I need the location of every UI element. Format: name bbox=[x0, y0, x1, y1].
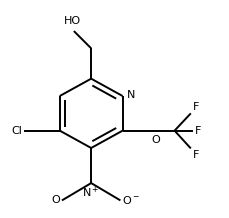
Text: O: O bbox=[151, 135, 159, 145]
Text: HO: HO bbox=[64, 16, 81, 26]
Text: O$^-$: O$^-$ bbox=[122, 194, 139, 206]
Text: F: F bbox=[192, 102, 199, 112]
Text: N$^+$: N$^+$ bbox=[82, 185, 100, 200]
Text: F: F bbox=[192, 150, 199, 160]
Text: O: O bbox=[51, 195, 60, 205]
Text: Cl: Cl bbox=[11, 126, 22, 136]
Text: N: N bbox=[127, 90, 135, 100]
Text: F: F bbox=[194, 126, 201, 136]
